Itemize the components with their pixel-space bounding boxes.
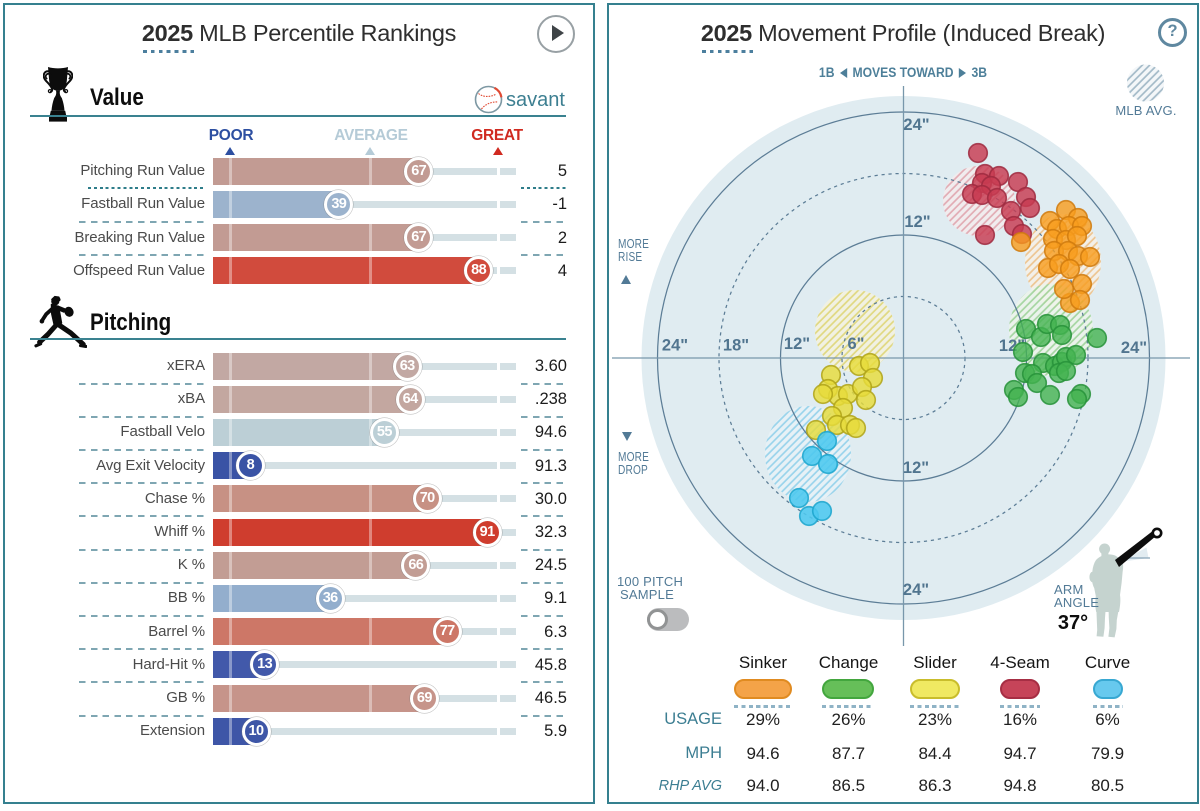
svg-text:12": 12" bbox=[784, 335, 810, 353]
svg-text:6": 6" bbox=[848, 335, 865, 353]
svg-text:12": 12" bbox=[903, 459, 929, 477]
svg-text:24": 24" bbox=[903, 116, 929, 134]
svg-text:12": 12" bbox=[904, 213, 930, 231]
svg-text:18": 18" bbox=[723, 337, 749, 355]
svg-text:24": 24" bbox=[662, 337, 688, 355]
svg-text:24": 24" bbox=[903, 581, 929, 599]
svg-text:24": 24" bbox=[1121, 339, 1147, 357]
